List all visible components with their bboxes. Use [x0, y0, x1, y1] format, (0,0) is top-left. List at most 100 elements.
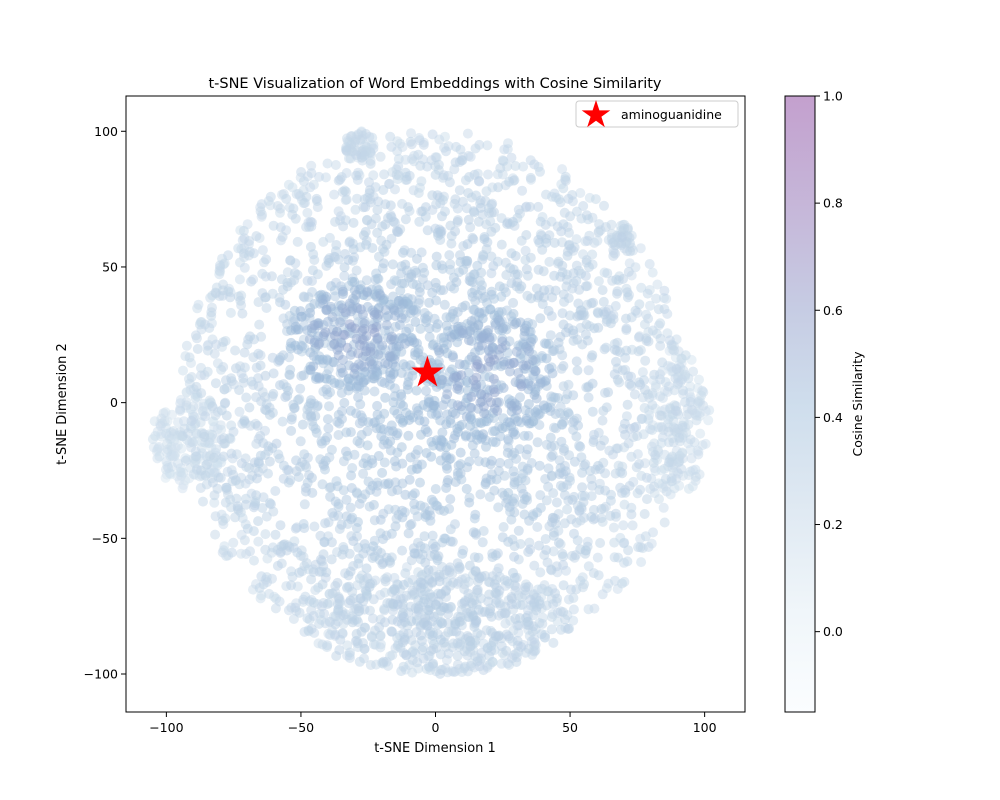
scatter-point [426, 451, 437, 462]
scatter-point [428, 658, 439, 669]
scatter-point [376, 431, 387, 442]
scatter-point [529, 389, 540, 400]
scatter-point [343, 255, 354, 265]
scatter-point [155, 420, 166, 431]
scatter-point [619, 223, 630, 234]
scatter-point [605, 318, 616, 329]
scatter-point [623, 438, 634, 449]
scatter-point [551, 497, 562, 508]
scatter-point [387, 626, 397, 637]
scatter-point [396, 666, 407, 677]
scatter-point [272, 560, 283, 571]
scatter-point [597, 415, 608, 426]
scatter-point [452, 650, 463, 661]
scatter-point [546, 565, 557, 576]
scatter-point [695, 428, 706, 439]
scatter-point [294, 567, 305, 578]
x-axis-ticks: −100 −50 0 50 100 [149, 712, 717, 735]
scatter-point [453, 427, 463, 437]
scatter-point [509, 477, 520, 488]
scatter-point [285, 255, 296, 266]
scatter-point [586, 491, 597, 502]
scatter-point [530, 407, 541, 418]
scatter-point [472, 656, 483, 667]
scatter-point [639, 403, 650, 413]
scatter-point [398, 579, 409, 590]
scatter-point [238, 373, 249, 384]
scatter-point [474, 307, 485, 318]
scatter-point [299, 449, 310, 460]
scatter-point [309, 521, 320, 532]
scatter-point [622, 292, 633, 303]
scatter-point [548, 637, 559, 648]
scatter-point [558, 289, 569, 300]
scatter-point [359, 194, 370, 205]
scatter-point [535, 502, 546, 513]
scatter-point [664, 335, 675, 346]
scatter-point [480, 457, 491, 468]
scatter-point [489, 387, 500, 398]
scatter-point [321, 567, 332, 578]
scatter-point [454, 185, 465, 196]
scatter-point [490, 631, 501, 642]
scatter-point [422, 280, 433, 291]
scatter-point [372, 227, 383, 238]
scatter-point [690, 471, 701, 482]
scatter-point [225, 307, 236, 318]
scatter-point [561, 327, 571, 338]
scatter-point [199, 431, 210, 442]
scatter-point [366, 219, 377, 230]
scatter-point [634, 377, 645, 388]
scatter-point [582, 235, 593, 246]
scatter-point [327, 588, 338, 599]
scatter-point [652, 279, 663, 290]
scatter-point [557, 548, 568, 559]
scatter-point [373, 273, 384, 284]
scatter-point [361, 346, 372, 357]
scatter-point [307, 487, 318, 498]
scatter-point [486, 611, 497, 622]
colorbar-tick-label: 0.8 [823, 196, 843, 211]
scatter-point [419, 543, 430, 554]
scatter-point [452, 400, 463, 411]
scatter-point [458, 264, 469, 275]
scatter-point [573, 298, 584, 309]
scatter-point [320, 327, 331, 338]
scatter-point [427, 530, 438, 541]
scatter-point [181, 340, 192, 351]
scatter-point [677, 374, 687, 385]
scatter-point [299, 499, 310, 510]
scatter-point [493, 502, 504, 513]
scatter-point [508, 427, 519, 438]
scatter-point [455, 144, 466, 155]
scatter-point [625, 246, 636, 257]
scatter-point [511, 657, 522, 667]
scatter-point [558, 319, 569, 330]
scatter-point [487, 571, 498, 582]
scatter-point [293, 395, 304, 405]
scatter-point [334, 418, 345, 429]
scatter-point [385, 367, 396, 378]
scatter-point [341, 194, 352, 205]
scatter-point [373, 451, 384, 461]
scatter-point [423, 605, 434, 616]
scatter-point [186, 416, 197, 426]
scatter-point [215, 260, 225, 271]
scatter-point [424, 297, 435, 308]
scatter-point [358, 230, 369, 241]
scatter-point [359, 604, 370, 615]
scatter-point [550, 392, 561, 403]
scatter-point [286, 337, 297, 348]
scatter-point [308, 597, 319, 608]
scatter-point [305, 182, 316, 193]
scatter-point [253, 536, 264, 547]
scatter-point [345, 566, 356, 577]
scatter-point [424, 323, 435, 334]
scatter-point [683, 483, 694, 494]
scatter-point [492, 405, 503, 416]
scatter-point [276, 274, 287, 285]
x-tick-label: 100 [693, 720, 717, 735]
scatter-point [369, 386, 380, 397]
scatter-point [507, 593, 517, 604]
scatter-point [349, 362, 360, 373]
